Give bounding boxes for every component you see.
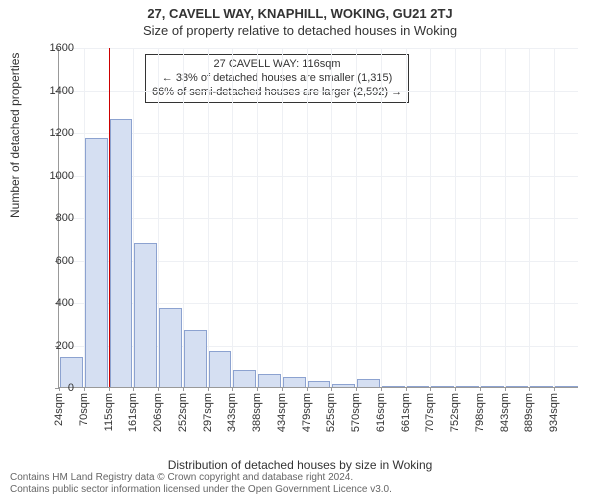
x-tick-label: 798sqm	[474, 387, 486, 432]
histogram-bar	[530, 386, 553, 387]
gridline-v	[356, 48, 357, 387]
x-tick-label: 889sqm	[523, 387, 535, 432]
plot-area: 27 CAVELL WAY: 116sqm ← 33% of detached …	[58, 48, 578, 388]
gridline-v	[455, 48, 456, 387]
histogram-bar	[357, 379, 380, 388]
annotation-line-3: 66% of semi-detached houses are larger (…	[152, 86, 402, 100]
x-tick-label: 525sqm	[325, 387, 337, 432]
gridline-v	[480, 48, 481, 387]
y-tick-label: 800	[34, 212, 74, 224]
x-tick-label: 479sqm	[301, 387, 313, 432]
x-tick-label: 161sqm	[127, 387, 139, 432]
gridline-v	[307, 48, 308, 387]
histogram-bar	[184, 330, 207, 387]
histogram-bar	[431, 386, 454, 387]
gridline-v	[257, 48, 258, 387]
y-tick-label: 1000	[34, 170, 74, 182]
x-axis-label: Distribution of detached houses by size …	[0, 458, 600, 472]
x-tick-label: 252sqm	[177, 387, 189, 432]
y-tick-label: 1600	[34, 42, 74, 54]
histogram-bar	[407, 386, 430, 387]
gridline-v	[232, 48, 233, 387]
x-tick-label: 297sqm	[202, 387, 214, 432]
gridline-v	[331, 48, 332, 387]
caption-line-2: Contains public sector information licen…	[10, 484, 590, 496]
histogram-bar	[85, 138, 108, 387]
histogram-bar	[555, 386, 578, 387]
histogram-bar	[382, 386, 405, 387]
histogram-bar	[308, 381, 331, 387]
y-tick-label: 400	[34, 297, 74, 309]
chart-title-main: 27, CAVELL WAY, KNAPHILL, WOKING, GU21 2…	[0, 0, 600, 21]
y-tick-label: 600	[34, 255, 74, 267]
x-tick-label: 206sqm	[152, 387, 164, 432]
gridline-v	[282, 48, 283, 387]
chart-container: 27, CAVELL WAY, KNAPHILL, WOKING, GU21 2…	[0, 0, 600, 500]
marker-line	[109, 48, 110, 387]
histogram-bar	[159, 308, 182, 387]
caption-line-1: Contains HM Land Registry data © Crown c…	[10, 472, 590, 484]
gridline-v	[505, 48, 506, 387]
y-tick-label: 200	[34, 340, 74, 352]
gridline-v	[208, 48, 209, 387]
y-tick-label: 1400	[34, 85, 74, 97]
x-tick-label: 616sqm	[375, 387, 387, 432]
histogram-bar	[209, 351, 232, 387]
x-tick-label: 752sqm	[449, 387, 461, 432]
histogram-bar	[110, 119, 133, 387]
annotation-line-2: ← 33% of detached houses are smaller (1,…	[152, 72, 402, 86]
histogram-bar	[456, 386, 479, 387]
gridline-h	[59, 218, 578, 219]
caption: Contains HM Land Registry data © Crown c…	[10, 472, 590, 496]
x-tick-label: 843sqm	[499, 387, 511, 432]
x-tick-label: 707sqm	[424, 387, 436, 432]
histogram-bar	[233, 370, 256, 387]
x-tick-label: 934sqm	[548, 387, 560, 432]
histogram-bar	[481, 386, 504, 387]
histogram-bar	[283, 377, 306, 387]
gridline-v	[554, 48, 555, 387]
y-tick-label: 1200	[34, 127, 74, 139]
gridline-h	[59, 133, 578, 134]
histogram-bar	[258, 374, 281, 387]
gridline-v	[529, 48, 530, 387]
gridline-h	[59, 176, 578, 177]
y-tick-label: 0	[34, 382, 74, 394]
gridline-v	[406, 48, 407, 387]
annotation-box: 27 CAVELL WAY: 116sqm ← 33% of detached …	[145, 54, 409, 103]
y-axis-label: Number of detached properties	[8, 53, 22, 218]
x-tick-label: 70sqm	[78, 387, 90, 426]
histogram-bar	[134, 243, 157, 388]
gridline-v	[381, 48, 382, 387]
annotation-line-1: 27 CAVELL WAY: 116sqm	[152, 58, 402, 72]
x-tick-label: 570sqm	[350, 387, 362, 432]
x-tick-label: 434sqm	[276, 387, 288, 432]
gridline-v	[430, 48, 431, 387]
histogram-bar	[506, 386, 529, 387]
histogram-bar	[332, 384, 355, 387]
x-tick-label: 388sqm	[251, 387, 263, 432]
chart-title-sub: Size of property relative to detached ho…	[0, 21, 600, 38]
x-tick-label: 115sqm	[103, 387, 115, 431]
x-tick-label: 661sqm	[400, 387, 412, 432]
gridline-h	[59, 91, 578, 92]
gridline-h	[59, 48, 578, 49]
x-tick-label: 343sqm	[226, 387, 238, 432]
